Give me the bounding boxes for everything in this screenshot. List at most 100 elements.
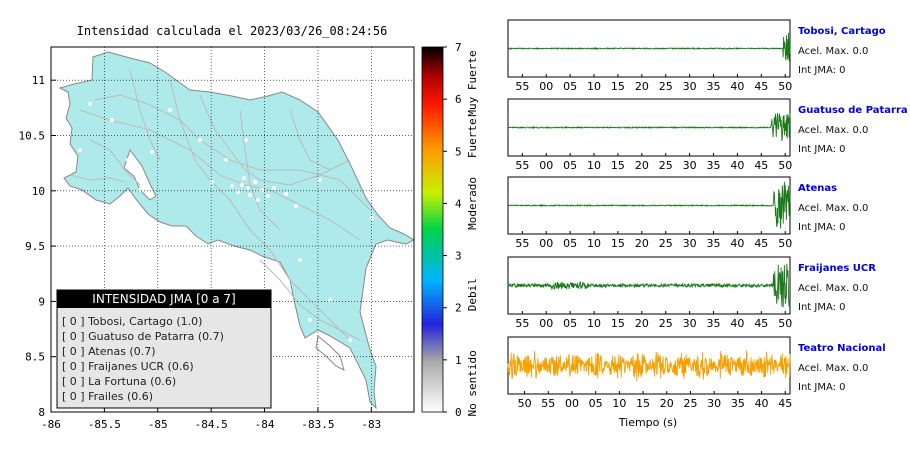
y-tick-label: 10 xyxy=(32,185,45,198)
time-tick-label: 00 xyxy=(539,317,553,330)
legend-title: INTENSIDAD JMA [0 a 7] xyxy=(92,292,235,306)
time-tick-label: 20 xyxy=(635,317,649,330)
time-tick-label: 55 xyxy=(515,80,529,93)
y-tick-label: 8.5 xyxy=(25,351,45,364)
jma-intensity: Int JMA: 0 xyxy=(798,222,846,233)
land-nicoya-gulf xyxy=(123,148,157,201)
colorbar-level-label: No sentido xyxy=(466,350,479,416)
y-tick-label: 9 xyxy=(38,295,45,308)
time-tick-label: 15 xyxy=(611,80,625,93)
colorbar-tick: 3 xyxy=(455,250,462,263)
max-acceleration: Acel. Max. 0.0 xyxy=(798,125,868,136)
time-tick-label: 50 xyxy=(778,237,792,250)
y-tick-label: 10.5 xyxy=(19,129,46,142)
time-tick-label: 05 xyxy=(563,80,577,93)
legend-item: [ 0 ] Frailes (0.6) xyxy=(62,390,153,403)
colorbar-tick: 1 xyxy=(455,354,462,367)
colorbar-tick: 5 xyxy=(455,145,462,158)
time-tick-label: 25 xyxy=(659,80,673,93)
waveform-trace xyxy=(507,263,791,308)
time-tick-label: 05 xyxy=(563,159,577,172)
time-tick-label: 35 xyxy=(707,80,721,93)
time-tick-label: 10 xyxy=(587,159,601,172)
time-tick-label: 45 xyxy=(754,80,768,93)
time-tick-label: 20 xyxy=(635,80,649,93)
osa-inlet xyxy=(315,335,345,371)
legend-item: [ 0 ] Fraijanes UCR (0.6) xyxy=(62,360,194,373)
waveform-panel: 55 00 05 10 15 20 25 30 35 40 45 50 Guatuso de Patar… xyxy=(507,98,908,172)
waveform-trace xyxy=(508,181,791,229)
time-tick-label: 30 xyxy=(707,397,721,410)
time-tick-label: 30 xyxy=(683,317,697,330)
time-tick-label: 55 xyxy=(515,159,529,172)
x-tick-label: -86 xyxy=(41,418,61,431)
colorbar-tick: 4 xyxy=(455,197,462,210)
time-tick-label: 10 xyxy=(587,80,601,93)
waveform-trace xyxy=(507,113,791,141)
station-name: Fraijanes UCR xyxy=(798,263,876,274)
x-tick-label: -83 xyxy=(361,418,381,431)
time-tick-label: 25 xyxy=(659,237,673,250)
time-axis-label: Tiempo (s) xyxy=(618,416,677,429)
time-tick-label: 10 xyxy=(587,237,601,250)
colorbar-tick: 2 xyxy=(455,302,462,315)
legend-item: [ 0 ] La Fortuna (0.6) xyxy=(62,375,176,388)
max-acceleration: Acel. Max. 0.0 xyxy=(798,363,868,374)
station-name: Guatuso de Patarra xyxy=(798,105,908,116)
colorbar-level-label: Debil xyxy=(466,278,479,311)
station-name: Atenas xyxy=(798,183,837,194)
max-acceleration: Acel. Max. 0.0 xyxy=(798,203,868,214)
x-tick-label: -83.5 xyxy=(301,418,334,431)
time-tick-label: 15 xyxy=(611,159,625,172)
time-tick-label: 05 xyxy=(563,237,577,250)
time-tick-label: 50 xyxy=(778,159,792,172)
station-name: Teatro Nacional xyxy=(798,343,886,354)
time-tick-label: 05 xyxy=(589,397,603,410)
waveform-trace xyxy=(507,32,791,62)
time-tick-label: 50 xyxy=(518,397,532,410)
waveform-panels: 55 00 05 10 15 20 25 30 35 40 45 50 Tobosi, Cartago A… xyxy=(507,19,908,410)
y-tick-label: 11 xyxy=(32,74,45,87)
time-tick-label: 05 xyxy=(563,317,577,330)
time-tick-label: 20 xyxy=(635,237,649,250)
colorbar-level-label: Fuerte xyxy=(466,118,479,158)
time-tick-label: 00 xyxy=(539,80,553,93)
x-tick-label: -85.5 xyxy=(88,418,121,431)
intensity-colorbar: 0 1 2 3 4 5 6 7 No sentido Debil Moderado Fuerte Mu… xyxy=(421,41,479,419)
road-network xyxy=(69,69,371,341)
time-tick-label: 15 xyxy=(611,317,625,330)
time-tick-label: 30 xyxy=(683,237,697,250)
time-tick-label: 40 xyxy=(755,397,769,410)
time-tick-label: 20 xyxy=(660,397,674,410)
colorbar-tick: 6 xyxy=(455,93,462,106)
time-tick-label: 35 xyxy=(731,397,745,410)
time-tick-label: 50 xyxy=(778,80,792,93)
waveform-trace xyxy=(507,350,791,382)
time-tick-label: 35 xyxy=(707,159,721,172)
colorbar-level-label: Muy Fuerte xyxy=(466,50,479,116)
colorbar-tick: 0 xyxy=(455,406,462,419)
max-acceleration: Acel. Max. 0.0 xyxy=(798,46,868,57)
station-points xyxy=(78,102,374,342)
time-tick-label: 45 xyxy=(754,237,768,250)
x-tick-label: -84 xyxy=(255,418,275,431)
intensity-legend: INTENSIDAD JMA [0 a 7] [ 0 ] Tobosi, Car… xyxy=(56,289,272,409)
jma-intensity: Int JMA: 0 xyxy=(798,65,846,76)
time-tick-label: 55 xyxy=(515,317,529,330)
x-tick-label: -84.5 xyxy=(195,418,228,431)
waveform-panel: 55 00 05 10 15 20 25 30 35 40 45 50 Atenas Acel. Max.… xyxy=(507,176,868,250)
time-tick-label: 40 xyxy=(730,317,744,330)
time-tick-label: 00 xyxy=(565,397,579,410)
time-tick-label: 25 xyxy=(659,159,673,172)
time-tick-label: 50 xyxy=(778,317,792,330)
colorbar-tick: 7 xyxy=(455,41,462,54)
time-tick-label: 15 xyxy=(636,397,650,410)
time-tick-label: 20 xyxy=(635,159,649,172)
waveform-panel: 55 00 05 10 15 20 25 30 35 40 45 50 Tobosi, Cartago A… xyxy=(507,19,886,93)
time-tick-label: 40 xyxy=(730,237,744,250)
time-tick-label: 45 xyxy=(778,397,792,410)
time-tick-label: 10 xyxy=(587,317,601,330)
map-title: Intensidad calculada el 2023/03/26_08:24… xyxy=(77,24,388,38)
time-tick-label: 00 xyxy=(539,159,553,172)
legend-item: [ 0 ] Guatuso de Patarra (0.7) xyxy=(62,330,224,343)
